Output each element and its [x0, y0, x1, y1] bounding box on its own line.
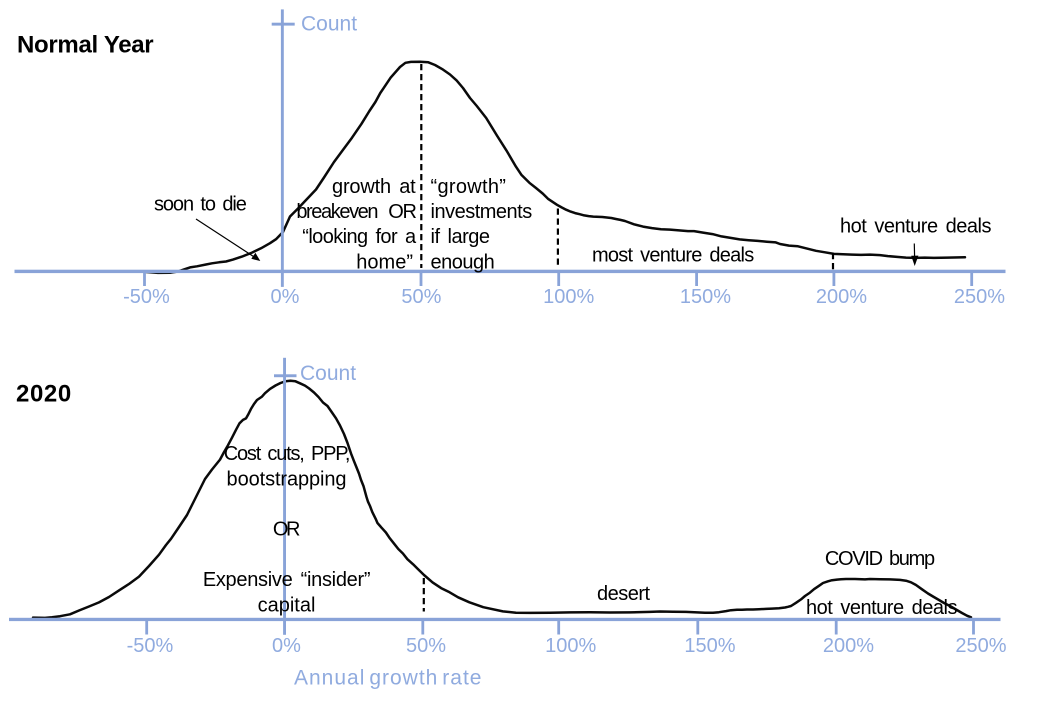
svg-text:Cost cuts, PPP,: Cost cuts, PPP, — [224, 443, 349, 465]
svg-text:50%: 50% — [401, 286, 441, 308]
svg-text:0%: 0% — [272, 635, 301, 657]
svg-text:2020: 2020 — [16, 381, 72, 408]
svg-text:“growth”: “growth” — [431, 176, 507, 198]
svg-text:OR: OR — [273, 519, 300, 541]
svg-text:Normal Year: Normal Year — [17, 32, 153, 59]
svg-text:50%: 50% — [406, 635, 446, 657]
svg-text:bootstrapping: bootstrapping — [227, 468, 347, 490]
svg-text:enough: enough — [431, 251, 495, 273]
svg-text:hot venture deals: hot venture deals — [840, 215, 991, 237]
svg-text:Expensive “insider”: Expensive “insider” — [203, 569, 370, 591]
svg-text:soon to die: soon to die — [154, 193, 247, 215]
svg-text:capital: capital — [258, 594, 316, 616]
svg-text:100%: 100% — [543, 286, 594, 308]
svg-text:-50%: -50% — [127, 635, 174, 657]
svg-text:growth at: growth at — [332, 176, 416, 198]
svg-text:“looking for a: “looking for a — [302, 226, 417, 248]
svg-text:200%: 200% — [823, 635, 874, 657]
svg-text:investments: investments — [431, 201, 533, 223]
svg-text:150%: 150% — [680, 286, 731, 308]
svg-text:0%: 0% — [271, 286, 300, 308]
svg-text:COVID bump: COVID bump — [825, 548, 935, 570]
svg-text:100%: 100% — [545, 635, 596, 657]
svg-text:150%: 150% — [684, 635, 735, 657]
svg-text:200%: 200% — [816, 286, 867, 308]
svg-text:desert: desert — [597, 583, 651, 605]
svg-text:-50%: -50% — [123, 286, 170, 308]
svg-text:250%: 250% — [955, 635, 1006, 657]
svg-text:most venture deals: most venture deals — [592, 245, 754, 267]
svg-text:breakeven OR: breakeven OR — [296, 201, 416, 223]
svg-text:Count: Count — [300, 362, 356, 385]
svg-text:Annual growth rate: Annual growth rate — [294, 666, 482, 689]
svg-text:250%: 250% — [954, 286, 1005, 308]
svg-text:home”: home” — [356, 251, 413, 273]
svg-text:if large: if large — [431, 226, 490, 248]
svg-text:Count: Count — [301, 13, 357, 36]
svg-text:hot venture deals: hot venture deals — [806, 597, 957, 619]
